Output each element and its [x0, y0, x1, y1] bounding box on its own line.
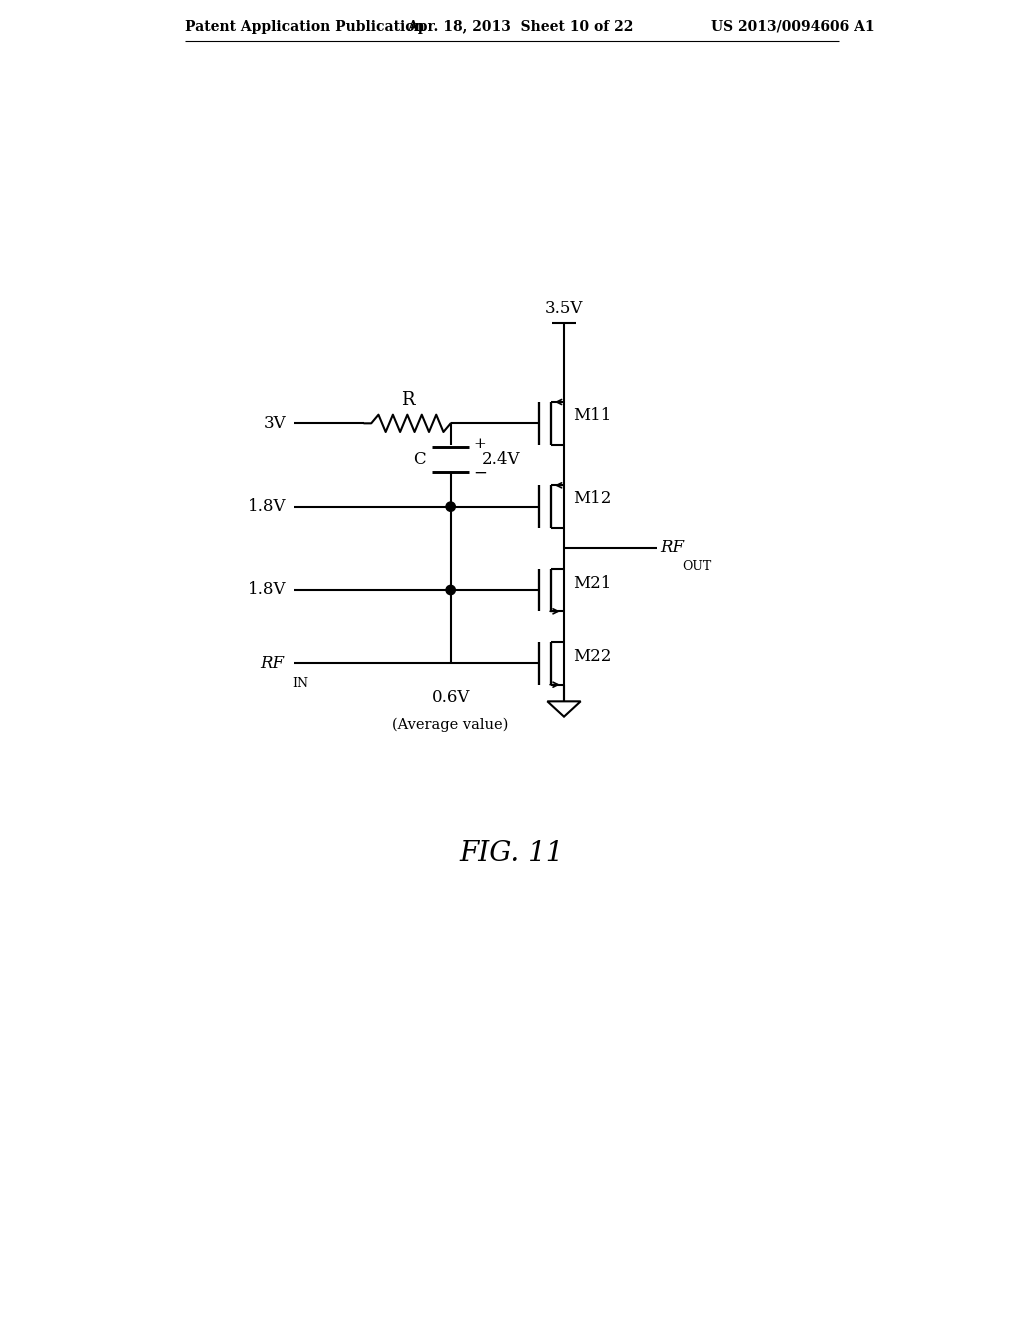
- Text: 3V: 3V: [263, 414, 286, 432]
- Circle shape: [446, 502, 456, 511]
- Text: M11: M11: [573, 407, 611, 424]
- Text: M12: M12: [573, 490, 611, 507]
- Text: RF: RF: [660, 540, 685, 557]
- Text: FIG. 11: FIG. 11: [460, 840, 564, 867]
- Text: (Average value): (Average value): [392, 718, 509, 733]
- Text: M22: M22: [573, 648, 611, 665]
- Text: 1.8V: 1.8V: [248, 582, 286, 598]
- Text: 0.6V: 0.6V: [431, 689, 470, 706]
- Text: IN: IN: [293, 677, 308, 689]
- Text: +: +: [473, 437, 486, 451]
- Text: R: R: [400, 391, 414, 409]
- Text: Apr. 18, 2013  Sheet 10 of 22: Apr. 18, 2013 Sheet 10 of 22: [408, 20, 634, 34]
- Text: 1.8V: 1.8V: [248, 498, 286, 515]
- Text: 2.4V: 2.4V: [481, 451, 520, 467]
- Text: US 2013/0094606 A1: US 2013/0094606 A1: [711, 20, 874, 34]
- Text: C: C: [413, 451, 425, 467]
- Text: M21: M21: [573, 574, 611, 591]
- Text: 3.5V: 3.5V: [545, 300, 584, 317]
- Text: RF: RF: [261, 655, 285, 672]
- Text: OUT: OUT: [682, 560, 712, 573]
- Text: −: −: [473, 465, 487, 482]
- Text: Patent Application Publication: Patent Application Publication: [185, 20, 425, 34]
- Circle shape: [446, 585, 456, 595]
